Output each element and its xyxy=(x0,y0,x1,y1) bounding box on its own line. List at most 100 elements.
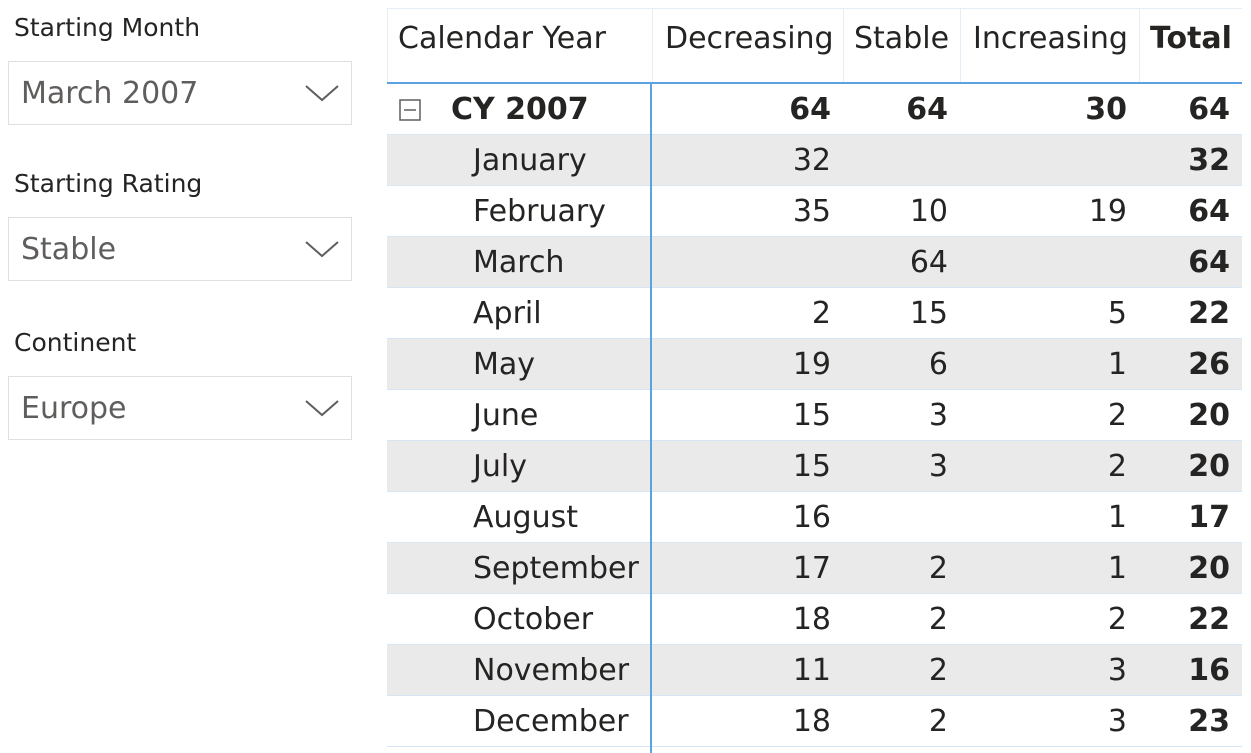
header-divider xyxy=(387,82,1242,84)
table-row[interactable]: May 19 6 1 26 xyxy=(387,339,1242,390)
slicer-title: Continent xyxy=(14,328,137,357)
value-cell: 2 xyxy=(1107,398,1127,433)
value-cell: 1 xyxy=(1107,347,1127,382)
table-row[interactable]: January 32 32 xyxy=(387,135,1242,186)
value-cell: 2 xyxy=(811,296,831,331)
column-header-stable[interactable]: Stable xyxy=(843,8,960,84)
value-cell: 1 xyxy=(1107,551,1127,586)
value-cell: 3 xyxy=(928,449,948,484)
group-row[interactable]: CY 2007 64 64 30 64 xyxy=(387,84,1242,135)
row-label: December xyxy=(473,704,629,739)
row-label: August xyxy=(473,500,578,535)
chevron-down-icon xyxy=(305,400,339,417)
table-row[interactable]: November 11 2 3 16 xyxy=(387,645,1242,696)
row-divider xyxy=(387,644,1242,645)
row-label: October xyxy=(473,602,594,637)
value-cell: 2 xyxy=(928,602,948,637)
value-cell: 11 xyxy=(792,653,831,688)
total-cell: 64 xyxy=(1188,194,1230,229)
group-label: CY 2007 xyxy=(451,92,589,127)
total-cell: 20 xyxy=(1188,551,1230,586)
total-cell: 20 xyxy=(1188,449,1230,484)
total-cell: 20 xyxy=(1188,398,1230,433)
table-row[interactable]: October 18 2 2 22 xyxy=(387,594,1242,645)
row-shade xyxy=(652,237,1242,287)
value-cell xyxy=(960,237,1127,288)
row-label: April xyxy=(473,296,542,331)
value-cell: 6 xyxy=(928,347,948,382)
row-divider xyxy=(387,542,1242,543)
value-cell: 64 xyxy=(909,245,948,280)
value-cell: 2 xyxy=(928,653,948,688)
table-row[interactable]: July 15 3 2 20 xyxy=(387,441,1242,492)
value-cell: 17 xyxy=(792,551,831,586)
column-header-calendar-year[interactable]: Calendar Year xyxy=(387,8,652,84)
chevron-down-icon xyxy=(305,241,339,258)
value-cell: 15 xyxy=(792,398,831,433)
continent-dropdown[interactable]: Europe xyxy=(8,376,352,440)
matrix-header-row: Calendar Year Decreasing Stable Increasi… xyxy=(387,8,1242,84)
row-label: February xyxy=(473,194,606,229)
row-divider xyxy=(387,287,1242,288)
table-row[interactable]: February 35 10 19 64 xyxy=(387,186,1242,237)
table-row[interactable]: August 16 1 17 xyxy=(387,492,1242,543)
row-label: March xyxy=(473,245,565,280)
value-cell: 64 xyxy=(789,92,831,127)
total-cell: 26 xyxy=(1188,347,1230,382)
table-row[interactable]: September 17 2 1 20 xyxy=(387,543,1242,594)
table-row[interactable]: March 64 64 xyxy=(387,237,1242,288)
column-header-total[interactable]: Total xyxy=(1139,8,1242,84)
table-row[interactable]: April 2 15 5 22 xyxy=(387,288,1242,339)
value-cell xyxy=(843,492,948,543)
row-shade xyxy=(652,339,1242,389)
value-cell xyxy=(960,135,1127,186)
row-label: November xyxy=(473,653,630,688)
row-divider xyxy=(387,389,1242,390)
total-cell: 64 xyxy=(1188,245,1230,280)
row-divider xyxy=(387,338,1242,339)
column-header-increasing[interactable]: Increasing xyxy=(960,8,1139,84)
starting-month-dropdown[interactable]: March 2007 xyxy=(8,61,352,125)
row-divider xyxy=(387,695,1242,696)
dropdown-value: March 2007 xyxy=(21,76,199,111)
total-cell: 22 xyxy=(1188,602,1230,637)
slicer-starting-rating: Starting Rating Stable xyxy=(8,168,354,281)
total-cell: 22 xyxy=(1188,296,1230,331)
value-cell: 18 xyxy=(792,602,831,637)
row-label: May xyxy=(473,347,536,382)
total-cell: 16 xyxy=(1188,653,1230,688)
row-shade xyxy=(652,135,1242,185)
row-divider xyxy=(387,440,1242,441)
row-label: September xyxy=(473,551,639,586)
value-cell: 2 xyxy=(1107,449,1127,484)
dropdown-value: Stable xyxy=(21,232,117,267)
slicer-title: Starting Month xyxy=(14,13,201,42)
row-shade xyxy=(387,543,650,593)
value-cell: 2 xyxy=(928,704,948,739)
row-shade xyxy=(387,237,650,287)
table-row[interactable]: June 15 3 2 20 xyxy=(387,390,1242,441)
row-shade xyxy=(652,441,1242,491)
row-shade xyxy=(652,543,1242,593)
value-cell: 35 xyxy=(792,194,831,229)
value-cell xyxy=(843,135,948,186)
value-cell: 30 xyxy=(1085,92,1127,127)
row-divider xyxy=(387,185,1242,186)
row-label: June xyxy=(473,398,539,433)
value-cell: 16 xyxy=(792,500,831,535)
slicer-starting-month: Starting Month March 2007 xyxy=(8,12,354,125)
value-cell: 5 xyxy=(1107,296,1127,331)
column-header-decreasing[interactable]: Decreasing xyxy=(652,8,843,84)
value-cell: 1 xyxy=(1107,500,1127,535)
collapse-minus-icon[interactable] xyxy=(399,99,421,121)
value-cell: 3 xyxy=(1107,704,1127,739)
starting-rating-dropdown[interactable]: Stable xyxy=(8,217,352,281)
value-cell: 15 xyxy=(792,449,831,484)
row-divider xyxy=(387,593,1242,594)
row-divider xyxy=(387,236,1242,237)
table-row[interactable]: December 18 2 3 23 xyxy=(387,696,1242,747)
value-cell xyxy=(652,237,831,288)
row-divider xyxy=(387,491,1242,492)
row-divider xyxy=(387,134,1242,135)
total-cell: 23 xyxy=(1188,704,1230,739)
